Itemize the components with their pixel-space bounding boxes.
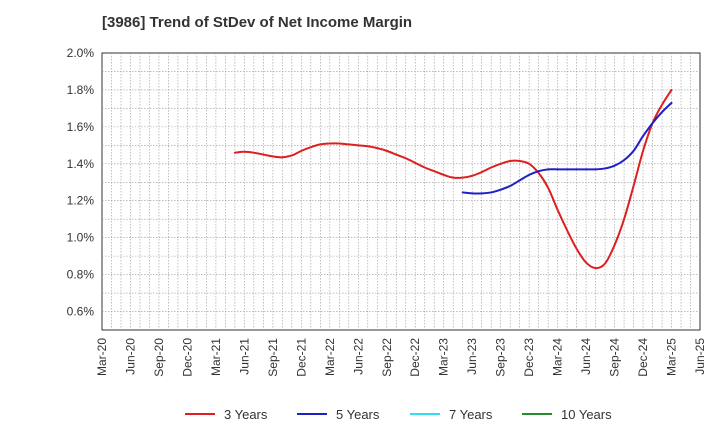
x-tick-label: Dec-22 — [408, 338, 422, 377]
y-tick-label: 0.6% — [67, 305, 95, 319]
x-tick-label: Jun-23 — [465, 338, 479, 375]
legend-item-5-years: 5 Years — [297, 407, 380, 422]
legend-label: 3 Years — [224, 407, 268, 422]
y-tick-label: 0.8% — [67, 268, 95, 282]
x-tick-label: Mar-25 — [665, 338, 679, 376]
x-tick-label: Jun-21 — [237, 338, 251, 375]
series-line-3-years — [233, 88, 673, 270]
y-tick-label: 1.4% — [67, 157, 95, 171]
x-tick-label: Sep-21 — [266, 338, 280, 377]
legend-label: 7 Years — [449, 407, 493, 422]
x-axis-ticks: Mar-20 Jun-20 Sep-20 Dec-20 Mar-21 Jun-21 Sep-… — [95, 338, 707, 377]
x-tick-label: Sep-20 — [152, 338, 166, 377]
y-tick-label: 1.0% — [67, 231, 95, 245]
legend-item-7-years: 7 Years — [410, 407, 493, 422]
legend-item-3-years: 3 Years — [185, 407, 268, 422]
x-tick-label: Dec-20 — [180, 338, 194, 377]
x-tick-label: Sep-24 — [608, 338, 622, 377]
series-line-5-years — [461, 101, 673, 195]
x-tick-label: Jun-22 — [351, 338, 365, 375]
legend: 3 Years 5 Years 7 Years 10 Years — [185, 407, 612, 422]
x-tick-label: Mar-21 — [209, 338, 223, 376]
x-tick-label: Jun-20 — [123, 338, 137, 375]
y-axis-ticks: 0.6% 0.8% 1.0% 1.2% 1.4% 1.6% 1.8% 2.0% — [67, 46, 95, 319]
x-tick-label: Dec-21 — [294, 338, 308, 377]
y-tick-label: 1.2% — [67, 194, 95, 208]
legend-item-10-years: 10 Years — [522, 407, 612, 422]
x-tick-label: Jun-24 — [579, 338, 593, 375]
x-tick-label: Jun-25 — [693, 338, 707, 375]
x-tick-label: Mar-20 — [95, 338, 109, 376]
x-tick-label: Dec-24 — [636, 338, 650, 377]
x-tick-label: Mar-23 — [437, 338, 451, 376]
y-tick-label: 1.6% — [67, 120, 95, 134]
x-tick-label: Mar-22 — [323, 338, 337, 376]
series-layer — [233, 88, 673, 270]
x-tick-label: Sep-22 — [380, 338, 394, 377]
y-tick-label: 1.8% — [67, 83, 95, 97]
plot-area — [101, 52, 701, 331]
grid-layer — [101, 52, 701, 331]
x-tick-label: Mar-24 — [551, 338, 565, 376]
x-tick-label: Sep-23 — [494, 338, 508, 377]
chart-title: [3986] Trend of StDev of Net Income Marg… — [102, 14, 413, 31]
x-tick-label: Dec-23 — [522, 338, 536, 377]
y-tick-label: 2.0% — [67, 46, 95, 60]
legend-label: 5 Years — [336, 407, 380, 422]
legend-label: 10 Years — [561, 407, 612, 422]
